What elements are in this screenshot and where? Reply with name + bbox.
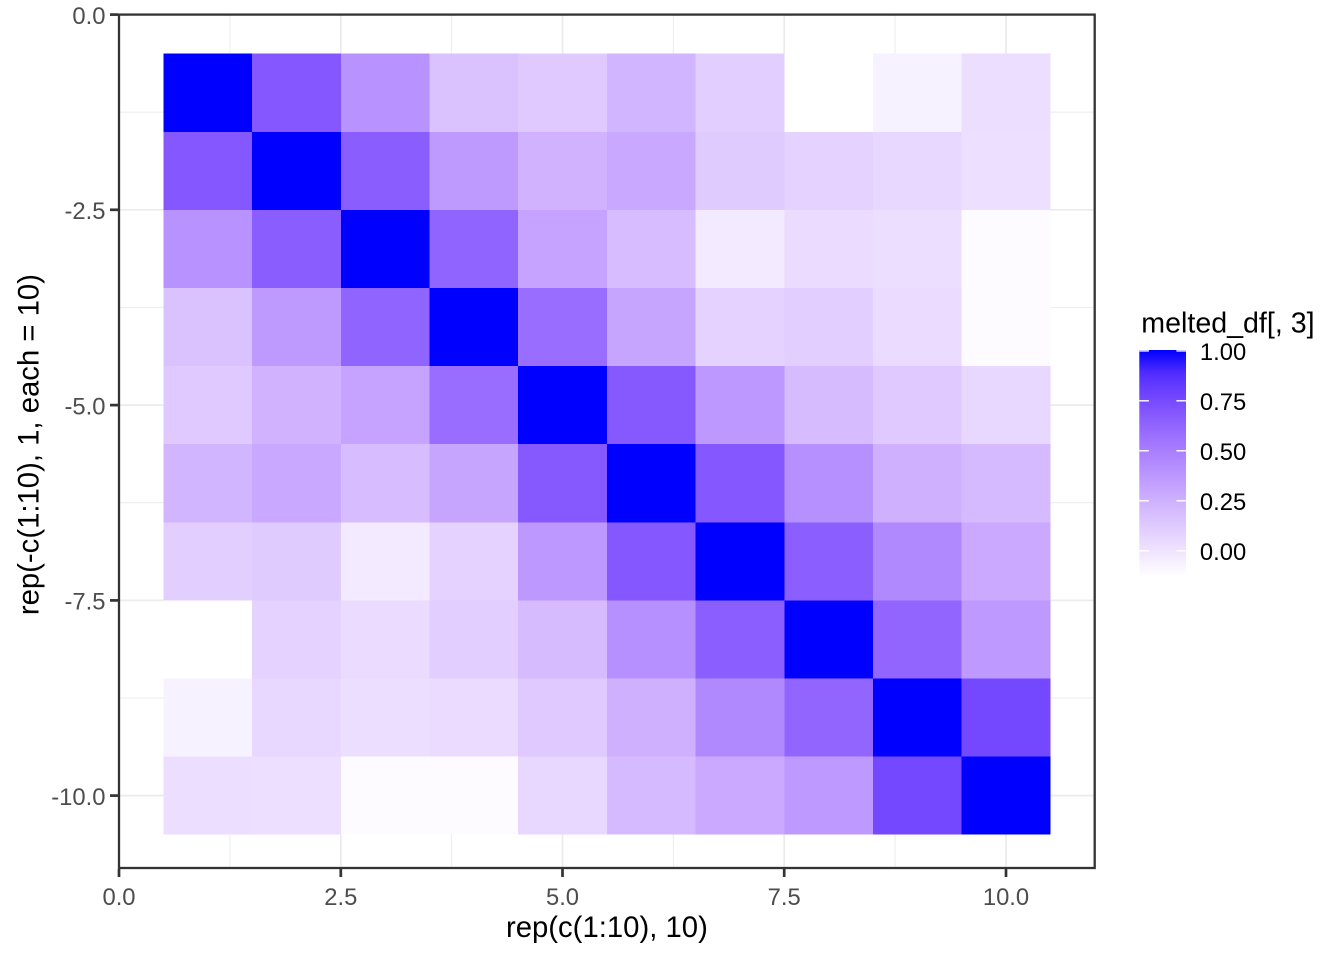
svg-text:melted_df[, 3]: melted_df[, 3] (1141, 308, 1314, 340)
svg-text:-5.0: -5.0 (64, 393, 105, 420)
svg-text:0.00: 0.00 (1200, 539, 1246, 566)
svg-text:0.75: 0.75 (1200, 389, 1246, 416)
svg-text:0.0: 0.0 (72, 3, 105, 30)
svg-text:5.0: 5.0 (546, 884, 579, 911)
svg-text:rep(-c(1:10), 1, each = 10): rep(-c(1:10), 1, each = 10) (13, 274, 46, 615)
svg-text:1.00: 1.00 (1200, 339, 1246, 366)
svg-text:-10.0: -10.0 (51, 784, 105, 811)
svg-text:0.50: 0.50 (1200, 439, 1246, 466)
svg-text:7.5: 7.5 (768, 884, 801, 911)
svg-text:2.5: 2.5 (324, 884, 357, 911)
svg-text:rep(c(1:10), 10): rep(c(1:10), 10) (506, 911, 708, 944)
svg-text:0.25: 0.25 (1200, 489, 1246, 516)
svg-text:0.0: 0.0 (102, 884, 135, 911)
svg-text:10.0: 10.0 (983, 884, 1029, 911)
svg-text:-2.5: -2.5 (64, 198, 105, 225)
svg-text:-7.5: -7.5 (64, 589, 105, 616)
